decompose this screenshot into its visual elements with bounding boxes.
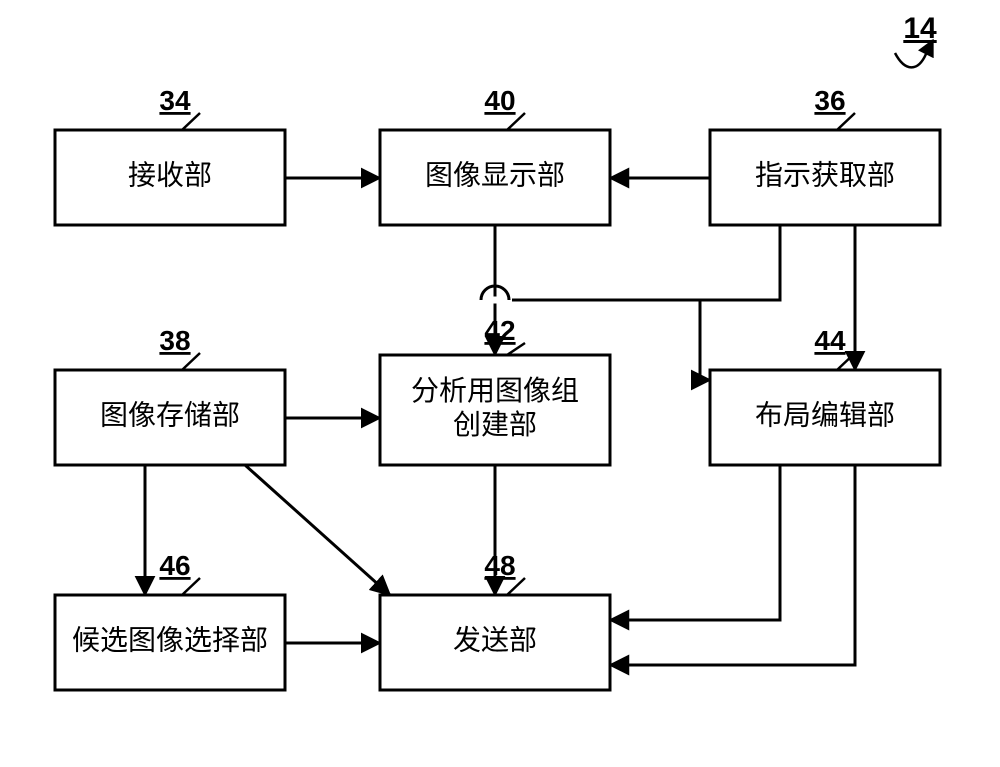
block-38: 图像存储部 38 [55,325,285,465]
block-number-34: 34 [159,85,191,116]
block-number-42: 42 [484,315,515,346]
block-diagram: 14 接收部 34 图像显示部 40 指示获取部 36 图像存储部 38 分析用图像组创建部42… [0,0,1000,767]
block-label-36: 指示获取部 [755,160,895,191]
block-label-46: 候选图像选择部 [72,625,268,656]
block-44: 布局编辑部 44 [710,325,940,465]
block-number-44: 44 [814,325,846,356]
edge-e36_44L [700,300,710,380]
block-48: 发送部 48 [380,550,610,690]
edge-e44_48a [610,465,780,620]
edge-e36_hL [512,225,780,300]
block-number-46: 46 [159,550,190,581]
edge-e38_48 [245,465,390,595]
block-number-40: 40 [484,85,515,116]
diagram-ref-arc [895,53,926,67]
diagram-ref-number: 14 [895,12,937,67]
block-number-38: 38 [159,325,190,356]
block-number-48: 48 [484,550,515,581]
block-label-48: 发送部 [453,625,537,656]
edge-e44_48b [610,465,855,665]
block-34: 接收部 34 [55,85,285,225]
block-46: 候选图像选择部 46 [55,550,285,690]
nodes: 接收部 34 图像显示部 40 指示获取部 36 图像存储部 38 分析用图像组创建部42 布局编… [55,85,940,690]
block-40: 图像显示部 40 [380,85,610,225]
block-label-40: 图像显示部 [425,160,565,191]
block-36: 指示获取部 36 [710,85,940,225]
block-label-34: 接收部 [128,160,212,191]
block-label-44: 布局编辑部 [755,400,895,431]
block-42: 分析用图像组创建部42 [380,315,610,465]
block-number-36: 36 [814,85,845,116]
block-label-38: 图像存储部 [100,400,240,431]
